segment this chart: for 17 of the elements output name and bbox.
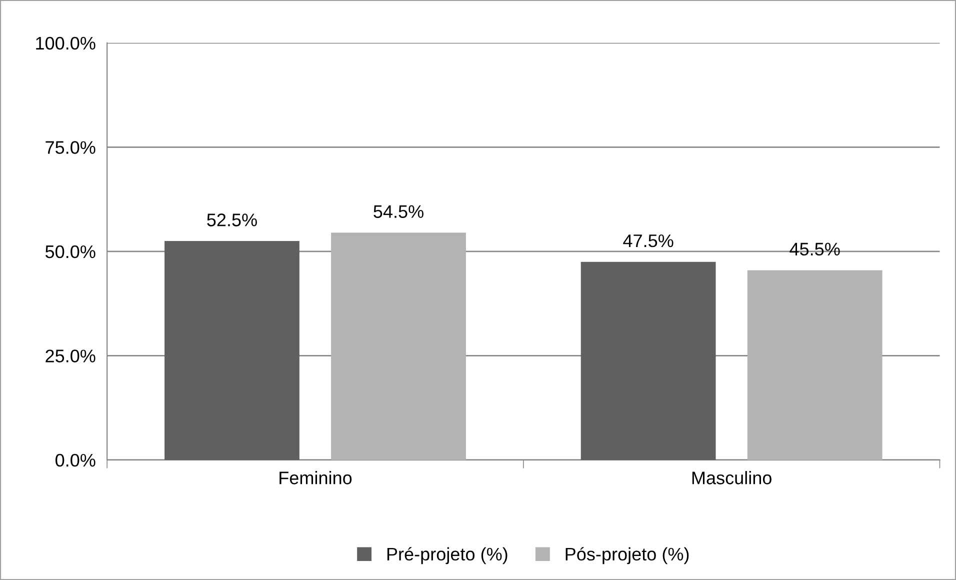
bar xyxy=(580,262,716,460)
data-label: 52.5% xyxy=(207,214,257,226)
data-label: 54.5% xyxy=(374,205,424,218)
x-tick-label: Masculino xyxy=(692,471,772,484)
legend-label: Pós-projeto (%) xyxy=(566,547,689,564)
data-label: 45.5% xyxy=(790,242,840,256)
bar xyxy=(164,241,300,460)
y-tick-label: 100.0% xyxy=(36,36,96,50)
y-tick-label: 50.0% xyxy=(45,245,96,258)
bar xyxy=(331,232,466,460)
x-tick-label: Feminino xyxy=(280,471,352,484)
y-tick-label: 25.0% xyxy=(46,350,96,362)
data-label: 47.5% xyxy=(623,234,674,248)
y-tick-label: 0.0% xyxy=(56,454,96,467)
y-tick-label: 75.0% xyxy=(46,141,96,154)
bar xyxy=(747,270,882,460)
legend-label: Pré-projeto (%) xyxy=(387,547,508,564)
